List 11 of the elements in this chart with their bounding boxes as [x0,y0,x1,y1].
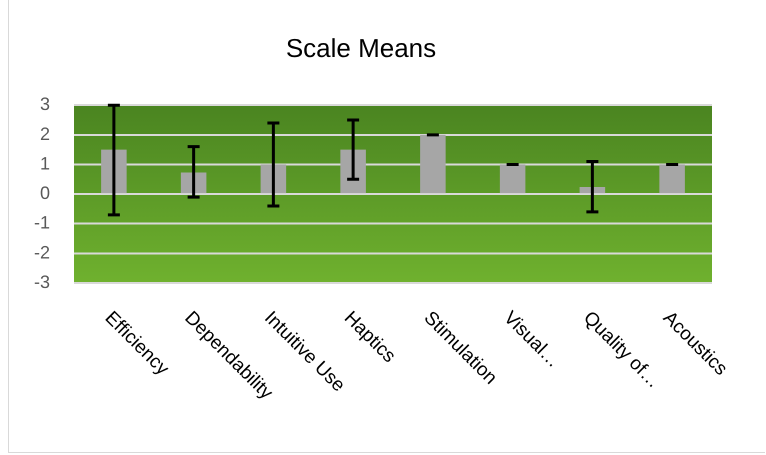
bar [420,134,446,194]
chart-title: Scale Means [286,32,436,63]
bar [659,164,685,194]
y-tick-label: 0 [40,183,50,204]
y-tick-label: 1 [40,153,50,174]
y-tick-label: -2 [34,242,50,262]
y-tick-label: -1 [34,212,50,233]
y-tick-label: 2 [40,124,50,144]
y-tick-label: -3 [34,272,50,292]
bar [500,164,526,194]
y-tick-label: 3 [40,94,50,114]
